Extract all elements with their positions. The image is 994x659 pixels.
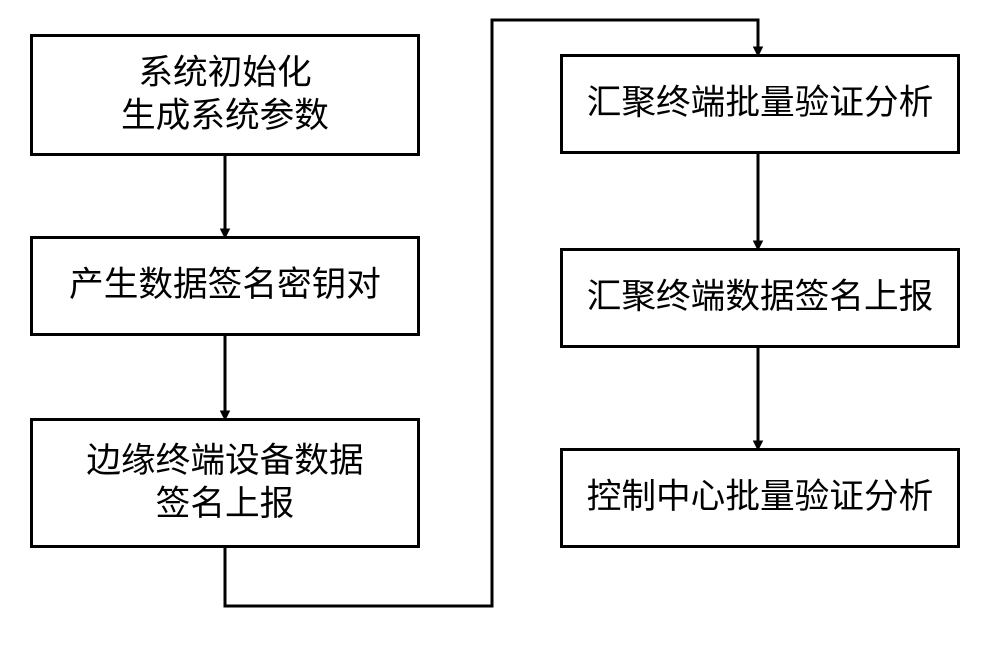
flowchart-node-label: 边缘终端设备数据 签名上报 (86, 440, 363, 527)
flowchart-node-n6: 控制中心批量验证分析 (560, 448, 960, 548)
flowchart-node-label: 产生数据签名密钥对 (69, 264, 381, 307)
flowchart-node-n4: 汇聚终端批量验证分析 (560, 54, 960, 154)
flowchart-node-n1: 系统初始化 生成系统参数 (30, 34, 420, 156)
flowchart-node-n3: 边缘终端设备数据 签名上报 (30, 418, 420, 548)
flowchart-node-n2: 产生数据签名密钥对 (30, 236, 420, 336)
flowchart-node-label: 汇聚终端数据签名上报 (587, 276, 934, 319)
flowchart-canvas: 系统初始化 生成系统参数产生数据签名密钥对边缘终端设备数据 签名上报 汇聚终端批量… (0, 0, 994, 659)
flowchart-node-label: 控制中心批量验证分析 (587, 476, 934, 519)
flowchart-node-n5: 汇聚终端数据签名上报 (560, 248, 960, 348)
flowchart-node-label: 汇聚终端批量验证分析 (587, 82, 934, 125)
flowchart-node-label: 系统初始化 生成系统参数 (121, 52, 329, 139)
